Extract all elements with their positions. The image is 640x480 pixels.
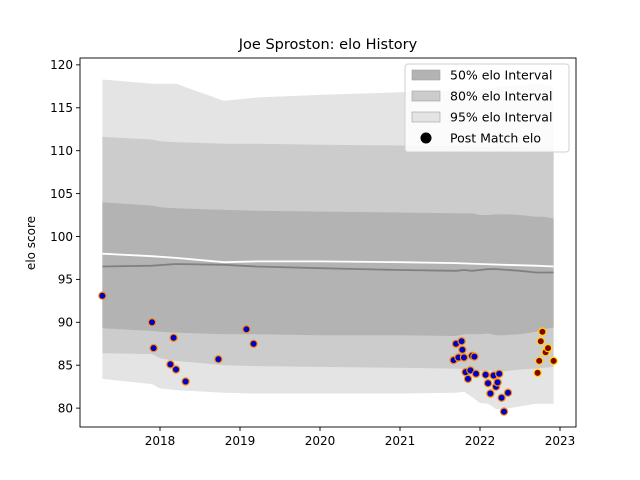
y-tick-label: 85 bbox=[58, 359, 73, 373]
y-tick-label: 90 bbox=[58, 316, 73, 330]
y-tick-label: 110 bbox=[50, 144, 73, 158]
y-tick-label: 115 bbox=[50, 101, 73, 115]
x-tick-label: 2022 bbox=[465, 434, 496, 448]
y-tick-label: 80 bbox=[58, 401, 73, 415]
post-match-point bbox=[499, 407, 509, 416]
axes: 2018 2019 2020 2021 2022 2023 80 85 90 95 100 105 11… bbox=[50, 57, 577, 448]
legend-box bbox=[404, 63, 570, 153]
post-match-point bbox=[458, 345, 467, 354]
legend-label: 50% elo Interval bbox=[450, 68, 552, 83]
y-tick-label: 105 bbox=[50, 187, 73, 201]
post-match-point bbox=[457, 337, 466, 346]
post-match-point bbox=[481, 370, 490, 379]
legend-label: 95% elo Interval bbox=[450, 110, 552, 125]
legend: 50% elo Interval 80% elo Interval 95% elo … bbox=[404, 63, 570, 153]
post-match-point bbox=[169, 333, 178, 342]
post-match-point bbox=[463, 374, 473, 384]
post-match-point bbox=[493, 378, 502, 387]
axes-frame bbox=[79, 57, 577, 428]
y-tick-label: 120 bbox=[50, 58, 73, 72]
post-match-point bbox=[470, 352, 479, 361]
post-match-point bbox=[171, 365, 181, 374]
post-match-point bbox=[249, 339, 258, 348]
post-match-point bbox=[471, 369, 481, 378]
post-match-point bbox=[98, 291, 107, 300]
post-match-point bbox=[486, 389, 495, 398]
legend-label: Post Match elo bbox=[450, 131, 541, 146]
post-match-point bbox=[242, 325, 251, 334]
x-tick-label: 2018 bbox=[145, 434, 176, 448]
post-match-point bbox=[181, 377, 190, 386]
post-match-point bbox=[214, 355, 223, 364]
post-match-point bbox=[495, 369, 504, 378]
post-match-point bbox=[549, 356, 558, 366]
x-tick-label: 2019 bbox=[225, 434, 256, 448]
post-match-point bbox=[535, 356, 544, 366]
x-tick-label: 2021 bbox=[385, 434, 416, 448]
post-match-point bbox=[483, 379, 493, 388]
y-tick-label: 100 bbox=[50, 230, 73, 244]
series-line-0 bbox=[102, 252, 554, 268]
post-match-point bbox=[147, 318, 157, 327]
post-match-point bbox=[166, 360, 175, 369]
y-tick-label: 95 bbox=[58, 273, 73, 287]
post-match-point bbox=[536, 337, 546, 346]
post-match-point bbox=[538, 327, 547, 336]
post-match-point bbox=[503, 388, 513, 397]
y-axis-label: elo score bbox=[24, 216, 38, 270]
x-tick-label: 2023 bbox=[545, 434, 576, 448]
legend-swatch bbox=[411, 69, 441, 81]
post-match-point bbox=[543, 343, 553, 353]
post-match-point bbox=[149, 343, 158, 353]
legend-label: 80% elo Interval bbox=[450, 89, 552, 104]
legend-swatch bbox=[411, 111, 441, 123]
series-line-1 bbox=[102, 263, 554, 274]
post-match-point bbox=[497, 393, 506, 402]
chart-title: Joe Sproston: elo History bbox=[238, 37, 418, 53]
legend-marker bbox=[420, 132, 432, 144]
post-match-point bbox=[533, 368, 542, 378]
legend-swatch bbox=[411, 90, 441, 102]
post-match-point bbox=[459, 353, 469, 362]
x-tick-label: 2020 bbox=[305, 434, 336, 448]
plot-area bbox=[98, 79, 558, 416]
